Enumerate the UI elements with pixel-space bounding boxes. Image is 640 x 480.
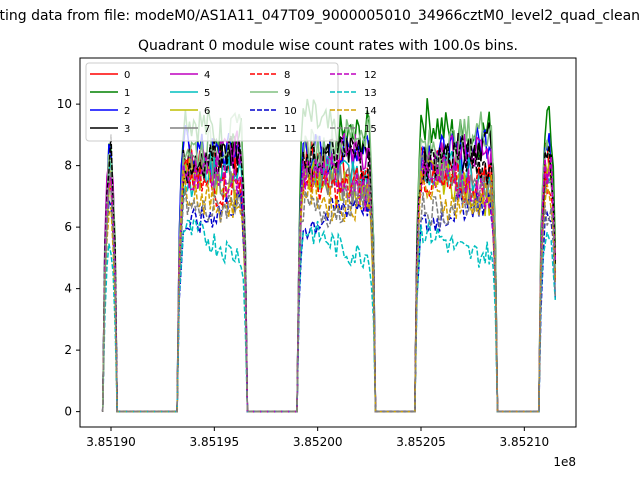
series-line-2: [101, 124, 557, 413]
y-tick-label-0: 0: [64, 405, 72, 419]
chart-suptitle: Plotting data from file: modeM0/AS1A11_0…: [0, 8, 640, 24]
legend-label-6: 6: [204, 106, 210, 117]
series-line-10: [101, 189, 557, 413]
y-tick-label-2: 4: [64, 282, 72, 296]
x-tick-label-2: 3.85200: [293, 435, 343, 449]
legend-label-10: 10: [284, 106, 297, 117]
legend-label-15: 15: [364, 124, 377, 135]
legend-label-2: 2: [124, 106, 130, 117]
legend-label-3: 3: [124, 124, 130, 135]
x-tick-label-0: 3.85190: [86, 435, 136, 449]
legend-label-8: 8: [284, 70, 290, 81]
plot-frame: [79, 57, 577, 428]
series-line-13: [101, 217, 557, 413]
y-tick-label-4: 8: [64, 159, 72, 173]
ticks-layer: 3.85190 3.85195 3.85200 3.85205 3.85210 0 2 4 6 8…: [57, 97, 549, 449]
series-line-12: [101, 154, 557, 413]
x-tick-label-4: 3.85210: [500, 435, 550, 449]
y-tick-label-3: 6: [64, 220, 72, 234]
chart-title: Quadrant 0 module wise count rates with …: [138, 38, 518, 54]
legend-label-7: 7: [204, 124, 210, 135]
legend-box: [85, 62, 339, 142]
series-line-6: [101, 157, 557, 413]
legend-label-11: 11: [284, 124, 297, 135]
x-offset-label: 1e8: [553, 455, 576, 469]
legend-label-4: 4: [204, 70, 210, 81]
x-tick-label-1: 3.85195: [190, 435, 240, 449]
legend-label-14: 14: [364, 106, 377, 117]
legend-label-1: 1: [124, 88, 130, 99]
legend-label-5: 5: [204, 88, 210, 99]
y-tick-label-5: 10: [57, 97, 72, 111]
series-line-11: [101, 134, 557, 413]
legend-label-13: 13: [364, 88, 377, 99]
x-tick-label-3: 3.85205: [396, 435, 446, 449]
y-tick-label-1: 2: [64, 343, 72, 357]
series-line-15: [101, 175, 557, 413]
legend-label-12: 12: [364, 70, 377, 81]
series-line-14: [101, 170, 557, 413]
legend-label-9: 9: [284, 88, 290, 99]
series-layer: [101, 98, 557, 413]
legend-label-0: 0: [124, 70, 130, 81]
